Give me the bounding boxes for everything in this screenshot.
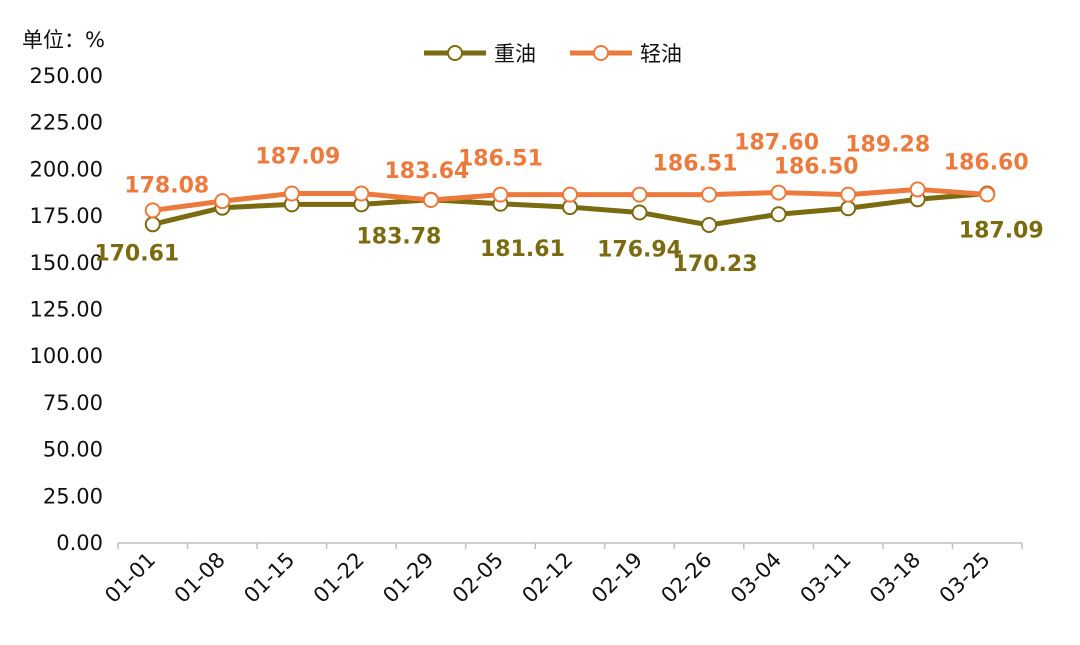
data-point xyxy=(979,186,996,203)
data-label: 176.94 xyxy=(597,237,682,262)
legend-item-light-oil: 轻油 xyxy=(570,42,682,66)
y-tick-label: 100.00 xyxy=(30,344,103,368)
data-label: 181.61 xyxy=(480,237,565,262)
unit-label: 单位：% xyxy=(22,28,105,52)
data-point xyxy=(701,217,718,234)
legend-label: 重油 xyxy=(494,42,536,66)
y-tick-label: 175.00 xyxy=(30,204,103,228)
data-label: 187.60 xyxy=(734,131,819,156)
legend-label: 轻油 xyxy=(640,42,682,66)
data-point xyxy=(353,185,370,202)
legend: 重油 轻油 xyxy=(424,42,682,66)
x-tick-label: 03-04 xyxy=(726,548,786,608)
series-layer xyxy=(144,181,996,234)
y-tick-label: 150.00 xyxy=(30,251,103,275)
data-point xyxy=(283,185,300,202)
legend-marker xyxy=(593,45,609,61)
data-point xyxy=(631,204,648,221)
y-tick-label: 225.00 xyxy=(30,111,103,135)
y-tick-label: 0.00 xyxy=(56,531,103,555)
data-point xyxy=(492,186,509,203)
data-point xyxy=(422,191,439,208)
x-tick-label: 02-19 xyxy=(587,548,647,608)
legend-item-heavy-oil: 重油 xyxy=(424,42,536,66)
data-label: 178.08 xyxy=(124,173,209,198)
x-tick-label: 01-15 xyxy=(239,548,299,608)
data-point xyxy=(770,206,787,223)
x-tick-label: 03-11 xyxy=(796,548,856,608)
data-point xyxy=(909,181,926,198)
data-point xyxy=(770,184,787,201)
data-point xyxy=(562,186,578,203)
x-tick-label: 01-29 xyxy=(378,548,438,608)
x-axis: 01-01 01-08 01-15 01-22 01-29 02-05 02-12 02-19… xyxy=(100,542,1023,608)
data-label: 183.64 xyxy=(384,159,469,184)
y-tick-label: 125.00 xyxy=(30,298,103,322)
x-tick-label: 01-22 xyxy=(309,548,369,608)
x-tick-label: 02-05 xyxy=(448,548,508,608)
data-label: 170.61 xyxy=(94,241,179,266)
data-point xyxy=(840,200,857,217)
data-label: 186.51 xyxy=(653,152,738,177)
x-tick-label: 02-26 xyxy=(656,548,716,608)
legend-marker xyxy=(447,45,463,61)
y-tick-label: 250.00 xyxy=(30,64,103,88)
y-tick-label: 50.00 xyxy=(43,438,103,462)
data-point xyxy=(701,186,718,203)
data-point xyxy=(214,193,231,210)
y-tick-label: 25.00 xyxy=(43,484,103,508)
data-point xyxy=(144,216,161,233)
data-label: 170.23 xyxy=(673,252,758,277)
data-point xyxy=(631,186,648,203)
x-tick-label: 02-12 xyxy=(517,548,577,608)
data-label: 186.50 xyxy=(774,155,859,180)
x-tick-label: 03-18 xyxy=(865,548,925,608)
data-point xyxy=(840,186,857,203)
y-axis: 0.00 25.00 50.00 75.00 100.00 125.00 150.00 175… xyxy=(30,64,103,555)
data-label: 189.28 xyxy=(845,132,930,157)
x-tick-label: 01-08 xyxy=(170,548,230,608)
y-tick-label: 200.00 xyxy=(30,157,103,181)
y-tick-label: 75.00 xyxy=(43,391,103,415)
data-label: 187.09 xyxy=(255,145,340,170)
data-label: 183.78 xyxy=(356,225,441,250)
data-point xyxy=(144,202,161,219)
data-label: 187.09 xyxy=(959,219,1044,244)
data-label: 186.51 xyxy=(458,147,543,172)
data-label: 186.60 xyxy=(944,150,1029,175)
x-tick-label: 01-01 xyxy=(100,548,160,608)
series-light-oil xyxy=(144,181,996,219)
x-tick-label: 03-25 xyxy=(935,548,995,608)
